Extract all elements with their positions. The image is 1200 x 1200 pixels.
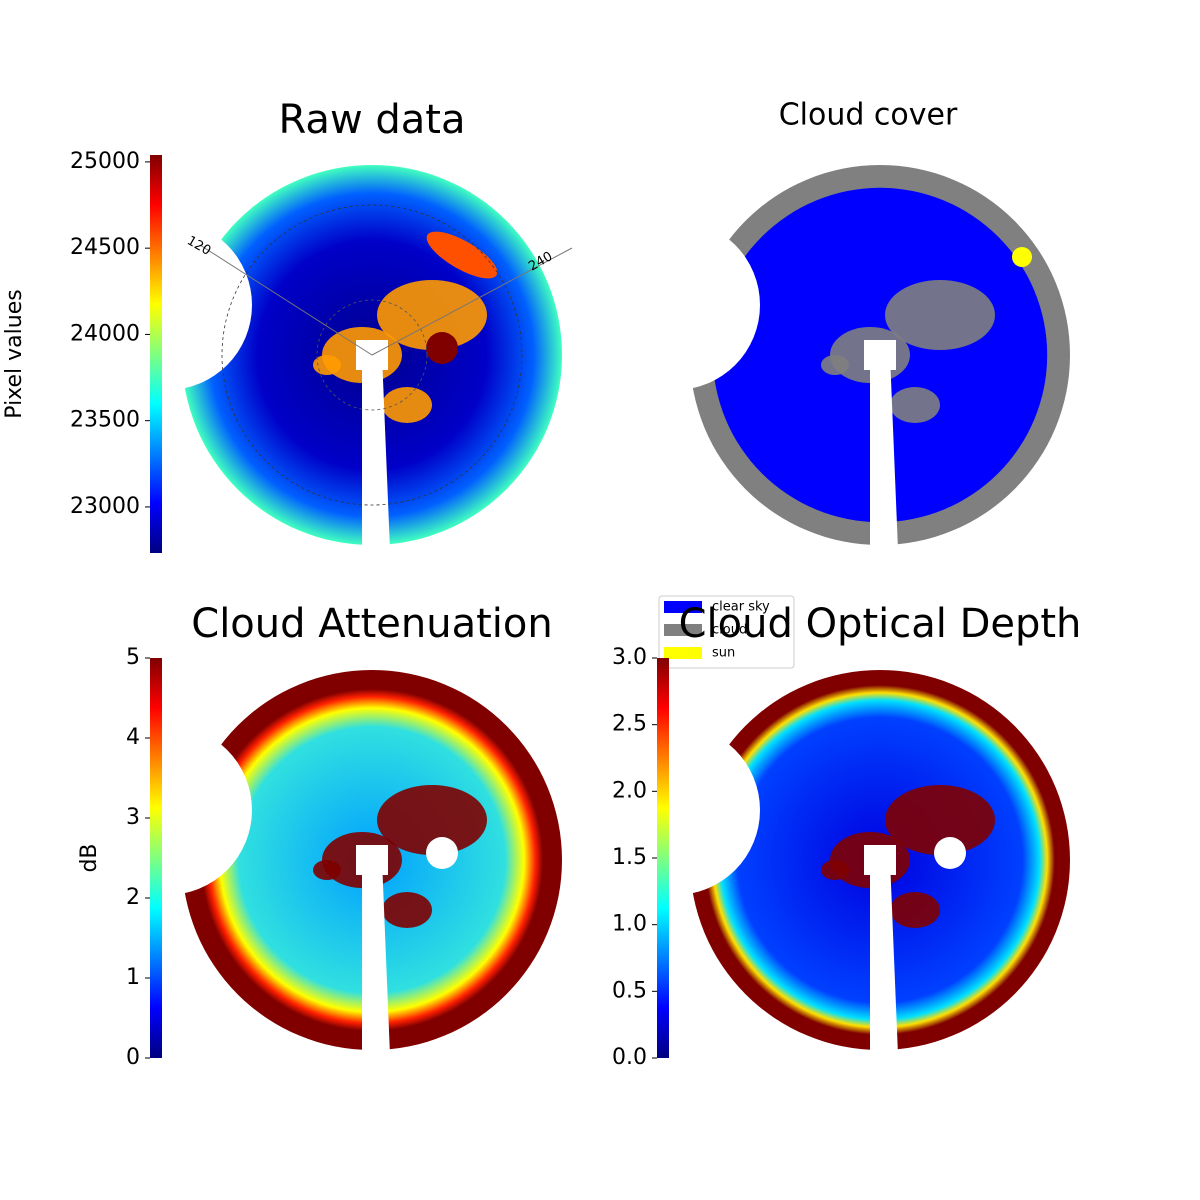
cloud-patch [885,785,995,855]
panel-title: Raw data [279,97,466,143]
shadow-arm [362,860,390,1055]
legend-label: cloud [712,623,747,638]
colorbar-tick-label: 23000 [70,494,140,519]
panel-title: Cloud Optical Depth [679,601,1082,647]
cloud-patch [313,860,341,880]
colorbar [150,658,162,1058]
cloud-patch [885,280,995,350]
sun-disk [426,837,458,869]
legend-swatch [664,624,702,636]
colorbar-tick-label: 2.0 [612,778,647,803]
colorbar-tick-label: 2 [126,885,140,910]
horizon-notch [82,220,252,390]
cloud-patch [821,355,849,375]
colorbar-tick-label: 1.0 [612,912,647,937]
colorbar-tick-label: 0.0 [612,1045,647,1070]
colorbar-label: Pixel values [2,289,27,418]
horizon-notch [82,725,252,895]
sky-image [82,670,562,1055]
cloud-patch [821,860,849,880]
colorbar-tick-label: 1 [126,965,140,990]
sun-disk [934,837,966,869]
sky-image [590,165,1070,550]
cloud-patch [426,231,498,279]
colorbar-tick-label: 23500 [70,408,140,433]
colorbar-tick-label: 3 [126,805,140,830]
shadow-arm [362,355,390,550]
colorbar-tick-label: 5 [126,645,140,670]
polar-axis [371,247,573,356]
shadow-block [864,340,896,370]
colorbar [657,658,669,1058]
colorbar [150,155,162,553]
legend-label: clear sky [712,600,770,615]
legend-label: sun [712,646,735,661]
legend-swatch [664,647,702,659]
colorbar-tick-label: 2.5 [612,712,647,737]
cloud-patch [382,892,432,928]
shadow-block [864,845,896,875]
polar-grid [316,299,428,411]
cloud-patch [377,280,487,350]
shadow-arm [870,860,898,1055]
panel-title: Cloud Attenuation [191,601,552,647]
colorbar-label: dB [77,843,102,872]
colorbar-tick-label: 4 [126,725,140,750]
cloud-patch [890,387,940,423]
shadow-block [356,845,388,875]
legend-swatch [664,601,702,613]
sky-image [590,670,1070,1055]
cloud-patch [890,892,940,928]
sun-disk [426,332,458,364]
colorbar-tick-label: 3.0 [612,645,647,670]
colorbar-tick-label: 0 [126,1045,140,1070]
colorbar-tick-label: 0.5 [612,978,647,1003]
polar-axis [199,244,373,356]
colorbar-tick-label: 24500 [70,235,140,260]
cloud-patch [382,387,432,423]
panel-title: Cloud cover [779,98,958,133]
colorbar-tick-label: 24000 [70,321,140,346]
horizon-notch [590,220,760,390]
sun-marker [1012,247,1032,267]
colorbar-tick-label: 25000 [70,149,140,174]
shadow-arm [870,355,898,550]
polar-grid [221,204,523,506]
horizon-notch [590,725,760,895]
cloud-patch [377,785,487,855]
colorbar-tick-label: 1.5 [612,845,647,870]
cloud-patch [313,355,341,375]
